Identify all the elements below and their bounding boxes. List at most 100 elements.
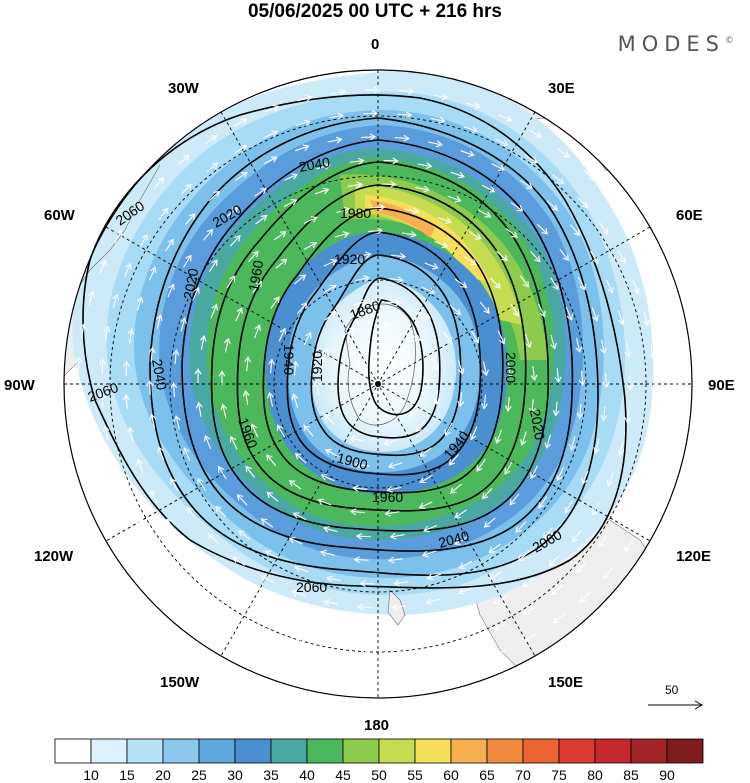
wind-arrow — [204, 134, 218, 145]
wind-arrow — [522, 577, 535, 588]
contour-label: 1900 — [335, 449, 369, 473]
wind-arrow — [294, 452, 307, 464]
colorbar-swatch — [378, 738, 416, 764]
lon-label-180: 180 — [364, 717, 389, 734]
contour-label: 1920 — [334, 251, 365, 267]
wind-arrow — [186, 544, 198, 557]
wind-arrow — [262, 628, 277, 637]
colorbar-label: 10 — [83, 767, 99, 783]
wind-arrow — [461, 636, 476, 644]
contour-label: 1960 — [372, 489, 403, 505]
colorbar-label: 75 — [551, 767, 567, 783]
wind-arrow — [355, 532, 371, 540]
wind-arrow — [510, 202, 524, 212]
wind-arrow — [207, 533, 220, 545]
wind-arrow — [397, 111, 413, 119]
wind-arrow — [401, 230, 417, 238]
wind-arrow — [245, 465, 256, 478]
contour-label: 1980 — [340, 205, 371, 221]
wind-arrow — [264, 130, 279, 138]
wind-arrow — [515, 521, 527, 533]
wind-arrow — [546, 200, 559, 211]
wind-vectors — [74, 86, 682, 682]
wind-arrow — [548, 555, 560, 567]
wind-arrow — [447, 195, 462, 203]
lon-label-90e: 90E — [708, 377, 735, 394]
wind-arrow — [149, 574, 161, 587]
wind-arrow — [208, 259, 218, 273]
wind-arrow — [277, 424, 286, 438]
wind-arrow — [103, 325, 111, 341]
wind-arrow — [552, 174, 565, 185]
wind-arrow — [264, 156, 278, 165]
wind-arrow — [268, 358, 275, 374]
contour-label: 1940 — [281, 344, 297, 375]
wind-arrow — [569, 224, 581, 237]
colorbar-label: 85 — [623, 767, 639, 783]
wind-arrow — [552, 401, 560, 417]
wind-arrow — [236, 494, 248, 506]
wind-arrow — [149, 413, 157, 429]
wind-arrow — [291, 393, 299, 408]
wind-arrow — [112, 293, 120, 309]
wind-arrow — [481, 394, 488, 410]
wind-arrow — [77, 423, 85, 439]
colorbar-swatch — [666, 738, 704, 764]
wind-arrow — [353, 556, 369, 564]
wind-arrow — [624, 342, 632, 358]
wind-arrow — [506, 363, 514, 379]
wind-arrow — [454, 509, 467, 519]
wind-arrow — [244, 356, 251, 372]
lon-label-60e: 60E — [676, 207, 703, 224]
wind-arrow — [156, 314, 163, 329]
wind-arrow — [357, 603, 373, 611]
wind-arrow — [417, 311, 432, 319]
wind-arrow — [323, 259, 338, 267]
wind-arrow — [650, 377, 658, 393]
wind-arrow — [550, 334, 557, 350]
wind-arrow — [194, 368, 202, 384]
wind-arrow — [172, 349, 180, 365]
wind-arrow — [617, 250, 626, 264]
wind-arrow — [430, 621, 445, 628]
wind-arrow — [226, 206, 239, 217]
wind-arrow — [449, 304, 462, 316]
colorbar-swatch — [342, 738, 380, 764]
wind-arrow — [343, 327, 356, 337]
wind-arrow — [354, 275, 370, 282]
wind-arrow — [347, 181, 363, 189]
wind-arrow — [505, 227, 518, 238]
wind-arrow — [481, 487, 493, 500]
colorbar-swatch — [486, 738, 524, 764]
wind-arrow — [294, 565, 309, 573]
wind-arrow — [524, 154, 538, 164]
wind-arrow — [616, 506, 625, 520]
wind-arrow — [444, 422, 453, 437]
wind-arrow — [488, 543, 501, 553]
wind-arrow — [470, 330, 479, 344]
wind-arrow — [136, 296, 144, 312]
wind-arrow — [468, 231, 482, 240]
contour-label: 2020 — [527, 408, 548, 442]
wind-arrow — [598, 534, 608, 548]
wind-arrow — [283, 199, 298, 208]
wind-arrow — [523, 633, 537, 642]
wind-arrow — [464, 256, 477, 266]
wind-arrow — [254, 188, 268, 197]
wind-arrow — [264, 550, 279, 559]
wind-arrow — [296, 616, 312, 624]
wind-arrow — [303, 424, 314, 437]
wind-arrow — [368, 227, 384, 235]
wind-arrow — [426, 573, 442, 581]
colorbar — [54, 738, 704, 764]
colorbar-label: 40 — [299, 767, 315, 783]
wind-arrow — [195, 401, 203, 417]
wind-arrow — [180, 317, 187, 332]
vector-reference-arrow — [648, 700, 704, 710]
wind-arrow — [569, 436, 576, 451]
wind-arrow — [314, 187, 330, 195]
wind-arrow — [157, 546, 168, 559]
wind-arrow — [218, 370, 226, 386]
wind-arrow — [564, 500, 573, 514]
